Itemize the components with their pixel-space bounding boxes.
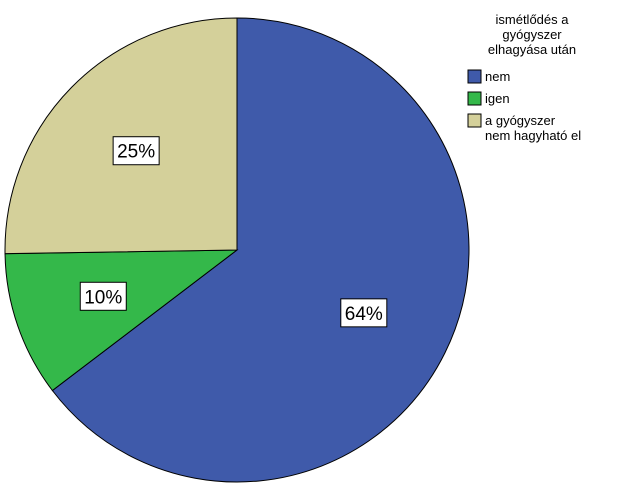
pie-label-0: 64% [345, 304, 383, 325]
pie-label-box-2 [112, 136, 160, 166]
legend-title-line-1: gyógyszer [502, 27, 562, 42]
legend: ismétlődés a gyógyszer elhagyása után nem i… [467, 12, 581, 143]
pie-slices [4, 17, 470, 483]
legend-items: nem igen a gyógyszer nem hagyható el [467, 69, 581, 143]
pie-label-1: 10% [84, 287, 122, 308]
legend-title-line-0: ismétlődés a [496, 12, 570, 27]
legend-label-1: igen [485, 91, 510, 106]
pie-slice-2 [4, 17, 238, 255]
pie-label-box-0 [340, 298, 388, 328]
pie-slice-1 [4, 249, 239, 392]
pie-label-2: 25% [117, 142, 155, 163]
pie-labels: 64% 10% 25% [79, 136, 388, 328]
legend-title: ismétlődés a gyógyszer elhagyása után [488, 12, 576, 57]
legend-swatch-1 [467, 91, 482, 106]
pie-slice-0 [51, 17, 470, 483]
legend-title-line-2: elhagyása után [488, 42, 576, 57]
pie-label-box-1 [79, 281, 127, 311]
legend-swatch-0 [467, 69, 482, 84]
legend-label-2: a gyógyszer nem hagyható el [485, 113, 581, 143]
legend-label-0: nem [485, 69, 510, 84]
legend-swatch-2 [467, 113, 482, 128]
